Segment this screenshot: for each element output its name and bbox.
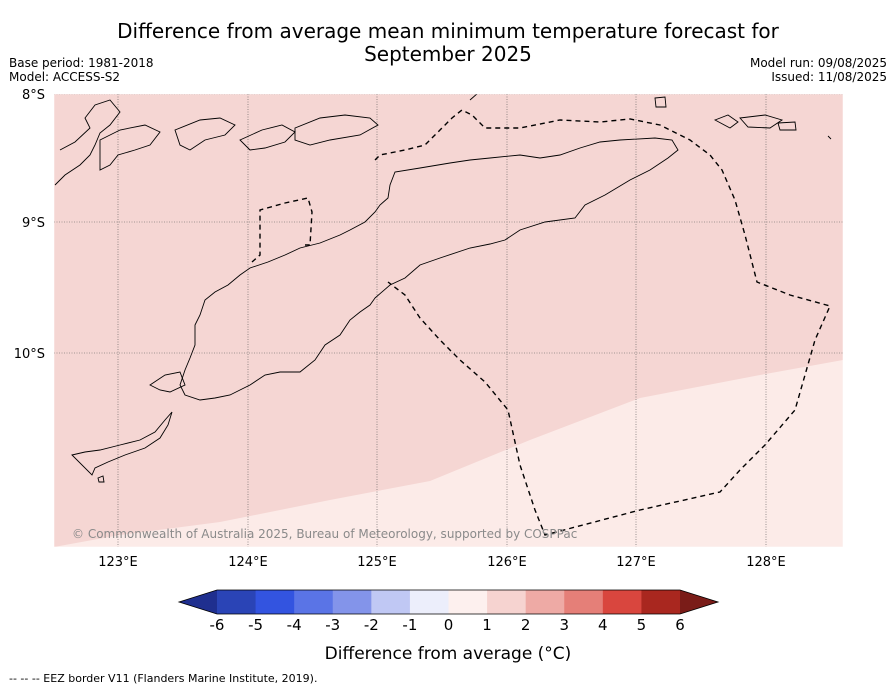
eez-border-oecusse xyxy=(251,197,313,263)
eez-border-north xyxy=(374,109,831,536)
model-info: Base period: 1981-2018 Model: ACCESS-S2 xyxy=(9,56,154,84)
colorbar-segment xyxy=(641,590,681,614)
colorbar-outline xyxy=(177,589,720,615)
coastline-leti xyxy=(739,114,784,129)
coastlines xyxy=(54,94,832,483)
coastline-kisar xyxy=(713,114,739,129)
lon-label-123e: 123°E xyxy=(98,555,138,570)
colorbar-segment xyxy=(332,590,372,614)
colorbar-segment xyxy=(525,590,565,614)
model-text: Model: ACCESS-S2 xyxy=(9,70,121,84)
colorbar-segment xyxy=(409,590,449,614)
colorbar-tick-label: 1 xyxy=(482,616,492,634)
coastline-wetar xyxy=(294,114,379,146)
colorbar-tick-label: -5 xyxy=(248,616,263,634)
title-line-2: September 2025 xyxy=(364,42,532,66)
coastline-savu xyxy=(71,411,173,476)
issued-text: Issued: 11/08/2025 xyxy=(771,70,887,84)
map-area: © Commonwealth of Australia 2025, Bureau… xyxy=(54,94,843,547)
colorbar-tick-label: -3 xyxy=(325,616,340,634)
colorbar-segment xyxy=(255,590,295,614)
colorbar-segment xyxy=(371,590,411,614)
colorbar-extend-high xyxy=(680,590,718,614)
coastline-rote xyxy=(149,371,186,393)
colorbar-segment xyxy=(448,590,488,614)
coastline-alor xyxy=(54,99,121,186)
eez-legend-note: -- -- -- EEZ border V11 (Flanders Marine… xyxy=(9,672,318,685)
colorbar-tick-label: 4 xyxy=(598,616,608,634)
graticule xyxy=(54,94,843,547)
colorbar-tick-label: 0 xyxy=(444,616,454,634)
colorbar-tick-label: 5 xyxy=(637,616,647,634)
coastline-lomblen xyxy=(239,124,296,151)
coastline-timor xyxy=(179,137,679,401)
map-frame xyxy=(53,93,844,548)
coastline-atauro xyxy=(654,96,667,108)
colorbar-title: Difference from average (°C) xyxy=(325,644,572,664)
colorbar-segment xyxy=(602,590,642,614)
colorbar-segment xyxy=(217,590,257,614)
colorbar-tick-labels: -6 -5 -4 -3 -2 -1 0 1 2 3 4 5 6 xyxy=(210,616,685,634)
colorbar-tick-label: 3 xyxy=(559,616,569,634)
colorbar xyxy=(177,589,720,615)
lat-label-10s: 10°S xyxy=(14,347,45,362)
colorbar-tick-label: -6 xyxy=(210,616,225,634)
colorbar-tick-label: -2 xyxy=(364,616,379,634)
lon-label-124e: 124°E xyxy=(228,555,268,570)
lon-label-125e: 125°E xyxy=(357,555,397,570)
coastline-islet xyxy=(827,135,832,140)
coastline-ndana xyxy=(97,475,105,483)
colorbar-segment xyxy=(487,590,527,614)
colorbar-tick-label: 6 xyxy=(675,616,685,634)
map-title: Difference from average mean minimum tem… xyxy=(0,20,896,66)
eez-borders xyxy=(251,109,831,536)
lat-label-9s: 9°S xyxy=(22,216,45,231)
model-run-text: Model run: 09/08/2025 xyxy=(749,56,887,70)
colorbar-tick-label: -1 xyxy=(402,616,417,634)
coastline-flores xyxy=(99,124,161,171)
colorbar-extend-low xyxy=(179,590,217,614)
title-line-1: Difference from average mean minimum tem… xyxy=(117,19,779,43)
coastline-pantar xyxy=(174,117,236,151)
colorbar-segment xyxy=(564,590,604,614)
colorbar-tick-label: 2 xyxy=(521,616,531,634)
lon-label-127e: 127°E xyxy=(616,555,656,570)
lat-label-8s: 8°S xyxy=(22,88,45,103)
copyright-notice: © Commonwealth of Australia 2025, Bureau… xyxy=(72,527,577,541)
coastline-moa xyxy=(777,121,797,131)
base-period-text: Base period: 1981-2018 xyxy=(9,56,154,70)
lon-label-128e: 128°E xyxy=(746,555,786,570)
run-info: Model run: 09/08/2025 Issued: 11/08/2025 xyxy=(750,56,887,84)
colorbar-segment xyxy=(294,590,334,614)
colorbar-tick-label: -4 xyxy=(287,616,302,634)
anomaly-field-0-1 xyxy=(54,360,843,547)
lon-label-126e: 126°E xyxy=(487,555,527,570)
